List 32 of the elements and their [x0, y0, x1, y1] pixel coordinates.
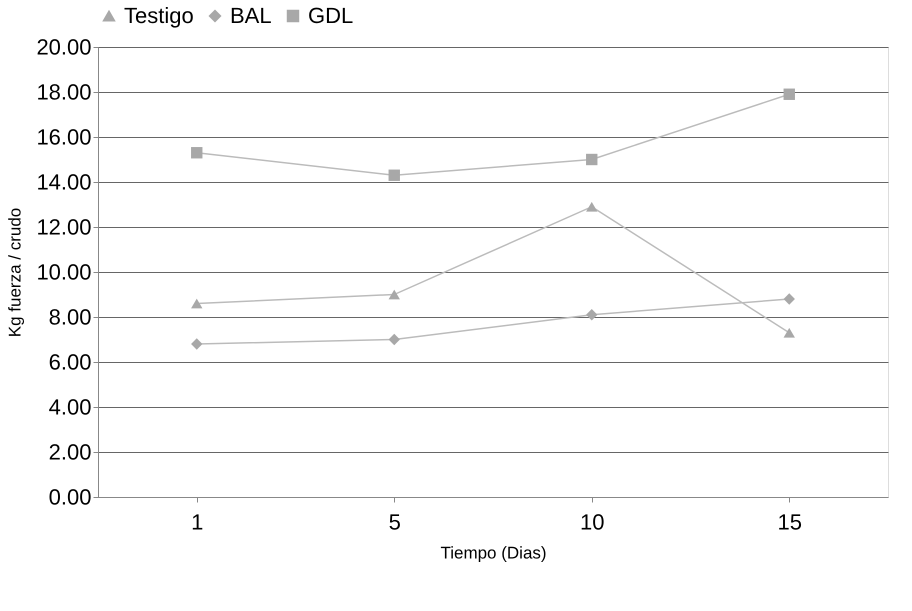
point: [586, 202, 598, 212]
point: [191, 338, 202, 350]
point: [388, 290, 400, 300]
y-tick-label: 6.00: [48, 350, 92, 374]
point: [388, 170, 400, 181]
y-tick-label: 8.00: [48, 304, 92, 330]
x-axis-title: Tiempo (Dias): [440, 544, 547, 562]
point: [784, 328, 795, 338]
y-tick-label: 0.00: [48, 484, 92, 510]
y-tick-label: 20.00: [36, 34, 92, 60]
y-tick-label: 2.00: [48, 440, 92, 464]
point: [784, 88, 795, 100]
point: [388, 334, 400, 346]
point: [784, 293, 795, 305]
x-tick-label: 15: [778, 510, 802, 534]
point: [191, 298, 202, 308]
y-tick-label: 4.00: [48, 394, 92, 420]
legend-label: Testigo: [124, 3, 194, 28]
x-tick-label: 10: [580, 510, 604, 534]
point: [191, 147, 202, 158]
point: [586, 154, 598, 166]
x-tick-label: 5: [388, 510, 401, 534]
x-tick-label: 1: [191, 510, 204, 534]
legend-label: BAL: [230, 3, 272, 28]
y-tick-label: 10.00: [36, 260, 92, 284]
y-axis-title: Kg fuerza / crudo: [5, 208, 24, 338]
legend-label: GDL: [308, 3, 354, 28]
y-tick-label: 12.00: [36, 214, 92, 240]
y-tick-label: 16.00: [36, 124, 92, 150]
y-tick-label: 14.00: [36, 170, 92, 194]
y-tick-label: 18.00: [36, 80, 92, 104]
point: [586, 309, 598, 320]
